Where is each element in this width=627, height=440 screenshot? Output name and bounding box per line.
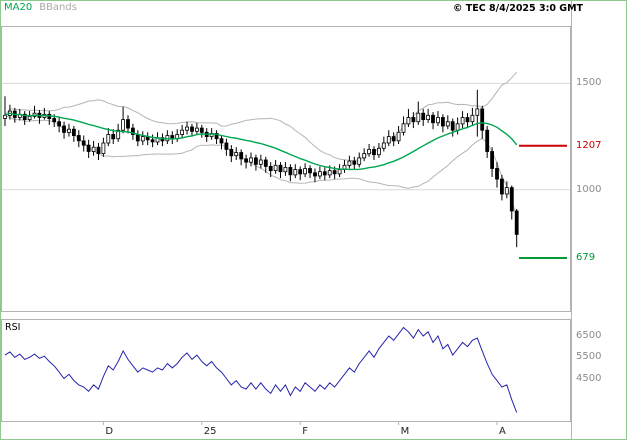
rsi-line bbox=[4, 326, 518, 413]
ma20-line bbox=[4, 112, 518, 171]
panel-borders bbox=[1, 1, 572, 439]
x-axis-ticks bbox=[102, 421, 498, 425]
legend-ma20-label: MA20 bbox=[4, 2, 33, 13]
rsi-panel-label: RSI bbox=[5, 322, 21, 333]
copyright-text: © TEC 8/4/2025 3:0 GMT bbox=[453, 3, 584, 14]
price-level-lines bbox=[519, 144, 567, 259]
legend: MA20 BBands bbox=[4, 2, 77, 14]
bollinger-bands bbox=[4, 71, 518, 218]
legend-bbands-label: BBands bbox=[39, 2, 77, 13]
price-gridlines bbox=[2, 82, 570, 191]
candles bbox=[3, 89, 519, 248]
